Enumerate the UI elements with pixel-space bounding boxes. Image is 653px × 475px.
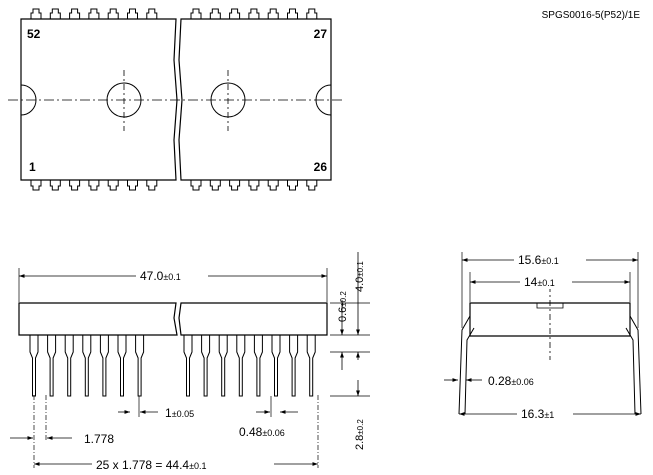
top-view-pin [190,180,202,191]
top-view-pin [49,180,61,191]
top-pins-upper-row [30,8,318,19]
top-view-pin [267,180,279,191]
dim-lead-spread: 16.3±1 [521,407,554,421]
top-view-pin [69,180,81,191]
dim-lead-length: 2.8±0.2 [354,419,366,450]
top-view-pin [88,8,100,19]
top-view-pin [229,8,241,19]
top-view-pin [146,8,158,19]
side-lead-left [458,315,475,415]
pin-label-26: 26 [314,160,328,174]
top-body-right [178,18,332,181]
front-leads [29,335,316,397]
dim-body-width: 14±0.1 [524,275,555,289]
dim-lead-width: 0.48±0.06 [239,425,285,439]
top-view-pin [107,8,119,19]
front-body-right [178,302,328,336]
pin-label-27: 27 [314,27,328,41]
top-view-pin [287,8,298,19]
dim-body-height: 4.0±0.1 [354,261,366,292]
top-view-pin [248,180,260,191]
top-view-pin [267,8,279,19]
front-view-lead [183,335,193,397]
top-view-pin [287,180,298,191]
front-view-lead [29,335,39,397]
front-view [10,252,370,468]
top-view-pin [146,180,158,191]
front-view-lead [47,335,57,397]
side-body [469,302,631,337]
dim-lead-width-upper: 1±0.05 [165,406,194,420]
top-pins-lower-row [30,180,318,191]
top-view-pin [30,8,42,19]
front-view-lead [135,335,145,397]
top-view-pin [209,8,221,19]
front-view-lead [99,335,109,397]
top-view-pin [69,8,81,19]
drawing-code: SPGS0016-5(P52)/1E [542,10,641,21]
top-view-pin [248,8,260,19]
front-view-lead [236,335,246,397]
pin-label-52: 52 [27,27,41,41]
top-view-pin [107,180,119,191]
front-view-lead [271,335,281,397]
top-body-left [20,18,178,181]
front-body-left [18,302,178,336]
front-view-lead [64,335,74,397]
top-view-pin [127,8,138,19]
top-view [8,8,345,191]
top-view-pin [190,8,202,19]
top-view-pin [229,180,241,191]
dim-standoff: 0.6±0.2 [337,291,349,322]
front-view-lead [201,335,211,397]
front-view-lead [289,335,299,397]
top-view-pin [209,180,221,191]
top-view-pin [306,180,318,191]
top-view-pin [30,180,42,191]
dim-body-length: 47.0±0.1 [140,269,181,283]
dim-pitch: 1.778 [84,432,114,446]
dim-span: 25 x 1.778 = 44.4±0.1 [96,458,207,472]
front-view-lead [218,335,228,397]
dim-outer-width: 15.6±0.1 [518,253,559,267]
top-view-pin [127,180,138,191]
pin-label-1: 1 [29,160,36,174]
top-view-pin [49,8,61,19]
top-view-pin [306,8,318,19]
front-view-lead [253,335,263,397]
top-view-pin [88,180,100,191]
dim-lead-thickness: 0.28±0.06 [488,374,534,388]
front-view-lead [82,335,92,397]
side-lead-right [625,315,642,415]
front-view-lead [306,335,316,397]
front-view-lead [117,335,127,397]
